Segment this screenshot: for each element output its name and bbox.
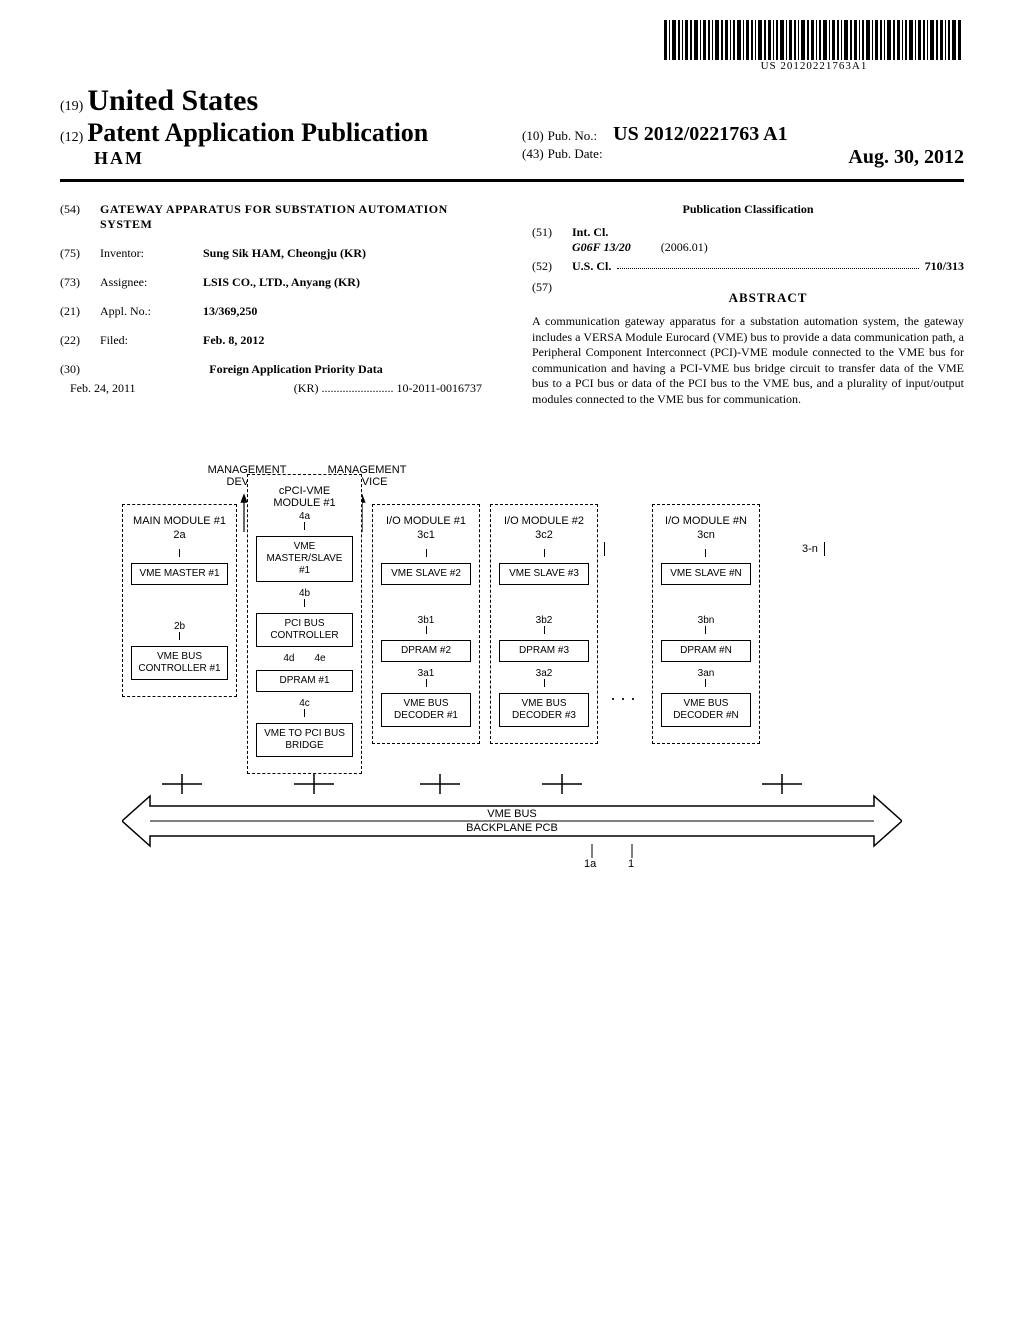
code-21: (21) xyxy=(60,304,100,319)
vme-decoder-n-box: VME BUS DECODER #N xyxy=(661,693,751,727)
right-column: Publication Classification (51) Int. Cl.… xyxy=(532,202,964,408)
main-module-sub: 2a xyxy=(131,529,228,541)
assignee-label: Assignee: xyxy=(100,275,200,290)
header: (19) United States (12) Patent Applicati… xyxy=(60,84,964,169)
backplane-pcb-label: BACKPLANE PCB xyxy=(122,821,902,835)
io-module-n-sub: 3cn xyxy=(661,529,751,541)
vme-bus-controller-box: VME BUS CONTROLLER #1 xyxy=(131,646,228,680)
io-module-n: I/O MODULE #N 3cn VME SLAVE #N 3bn DPRAM… xyxy=(652,504,760,744)
pubno-label: Pub. No.: xyxy=(548,128,597,143)
vme-slave-n-box: VME SLAVE #N xyxy=(661,563,751,585)
priority-heading: Foreign Application Priority Data xyxy=(100,362,492,377)
code-19: (19) xyxy=(60,99,83,114)
priority-country: (KR) xyxy=(294,381,319,395)
vme-slave-2-box: VME SLAVE #2 xyxy=(381,563,471,585)
ref-3a2: 3a2 xyxy=(499,668,589,679)
pubdate-label: Pub. Date: xyxy=(548,146,603,169)
cpci-vme-module: cPCI-VME MODULE #1 4a VME MASTER/SLAVE #… xyxy=(247,474,362,774)
publication-date: Aug. 30, 2012 xyxy=(848,146,964,169)
ref-4b: 4b xyxy=(256,588,353,599)
ref-2b: 2b xyxy=(131,621,228,632)
vme-decoder-1-box: VME BUS DECODER #1 xyxy=(381,693,471,727)
ref-4a: 4a xyxy=(256,511,353,522)
ref-3b2: 3b2 xyxy=(499,615,589,626)
io-module-n-title: I/O MODULE #N xyxy=(661,515,751,527)
figure-diagram: MANAGEMENT DEVICE MANAGEMENT DEVICE 2 4 … xyxy=(122,468,902,851)
main-module-title: MAIN MODULE #1 xyxy=(131,515,228,527)
inventor-label: Inventor: xyxy=(100,246,200,261)
code-54: (54) xyxy=(60,202,100,232)
code-57: (57) xyxy=(532,280,572,312)
code-10: (10) xyxy=(522,128,544,143)
classification-heading: Publication Classification xyxy=(532,202,964,217)
barcode-number: US 20120221763A1 xyxy=(664,60,964,72)
inventor-name: Sung Sik HAM, Cheongju (KR) xyxy=(203,246,366,260)
dpram-2-box: DPRAM #2 xyxy=(381,640,471,662)
abstract-heading: ABSTRACT xyxy=(572,290,964,306)
ref-3an: 3an xyxy=(661,668,751,679)
code-75: (75) xyxy=(60,246,100,261)
left-column: (54) GATEWAY APPARATUS FOR SUBSTATION AU… xyxy=(60,202,492,408)
intcl-label: Int. Cl. xyxy=(572,225,608,239)
ref-3b1: 3b1 xyxy=(381,615,471,626)
main-module: MAIN MODULE #1 2a VME MASTER #1 2b VME B… xyxy=(122,504,237,697)
cpci-module-title: cPCI-VME MODULE #1 xyxy=(256,485,353,509)
backplane: VME BUS BACKPLANE PCB 1a 1 xyxy=(122,794,902,851)
io-module-1-title: I/O MODULE #1 xyxy=(381,515,471,527)
ellipsis: ··· xyxy=(608,688,642,709)
ref-1a: 1a xyxy=(584,858,596,870)
dpram-3-box: DPRAM #3 xyxy=(499,640,589,662)
filed-date: Feb. 8, 2012 xyxy=(203,333,264,347)
invention-title: GATEWAY APPARATUS FOR SUBSTATION AUTOMAT… xyxy=(100,202,492,232)
io-module-2-title: I/O MODULE #2 xyxy=(499,515,589,527)
divider xyxy=(60,179,964,182)
publication-type: Patent Application Publication xyxy=(87,118,428,147)
io-module-1-sub: 3c1 xyxy=(381,529,471,541)
code-22: (22) xyxy=(60,333,100,348)
country: United States xyxy=(87,84,258,117)
ref-3-n: 3-n xyxy=(802,543,818,555)
code-12: (12) xyxy=(60,130,83,145)
code-30: (30) xyxy=(60,362,100,377)
vme-slave-3-box: VME SLAVE #3 xyxy=(499,563,589,585)
ref-4c: 4c xyxy=(256,698,353,709)
ref-3bn: 3bn xyxy=(661,615,751,626)
intcl-date: (2006.01) xyxy=(661,240,708,254)
vme-master-box: VME MASTER #1 xyxy=(131,563,228,585)
vme-pci-bridge-box: VME TO PCI BUS BRIDGE xyxy=(256,723,353,757)
ref-4d: 4d xyxy=(283,653,294,664)
vme-bus-label: VME BUS xyxy=(122,807,902,821)
publication-number: US 2012/0221763 A1 xyxy=(613,123,787,145)
module-bus-connectors xyxy=(122,774,902,794)
pci-bus-controller-box: PCI BUS CONTROLLER xyxy=(256,613,353,647)
barcode-area: US 20120221763A1 xyxy=(60,20,964,74)
ref-1: 1 xyxy=(628,858,634,870)
code-73: (73) xyxy=(60,275,100,290)
uscl-code: 710/313 xyxy=(925,259,964,274)
dpram-n-box: DPRAM #N xyxy=(661,640,751,662)
ref-4e: 4e xyxy=(315,653,326,664)
code-51: (51) xyxy=(532,225,572,255)
io-module-1: I/O MODULE #1 3c1 VME SLAVE #2 3b1 DPRAM… xyxy=(372,504,480,744)
intcl-code: G06F 13/20 xyxy=(572,240,631,254)
code-43: (43) xyxy=(522,146,544,169)
io-module-2-sub: 3c2 xyxy=(499,529,589,541)
code-52: (52) xyxy=(532,259,572,274)
priority-date: Feb. 24, 2011 xyxy=(70,381,136,396)
dpram-1-box: DPRAM #1 xyxy=(256,670,353,692)
ref-3a1: 3a1 xyxy=(381,668,471,679)
vme-decoder-3-box: VME BUS DECODER #3 xyxy=(499,693,589,727)
assignee-name: LSIS CO., LTD., Anyang (KR) xyxy=(203,275,360,289)
application-number: 13/369,250 xyxy=(203,304,257,318)
vme-master-slave-box: VME MASTER/SLAVE #1 xyxy=(256,536,353,582)
priority-number: 10-2011-0016737 xyxy=(396,381,482,395)
barcode: US 20120221763A1 xyxy=(664,20,964,72)
io-module-2: I/O MODULE #2 3c2 VME SLAVE #3 3b2 DPRAM… xyxy=(490,504,598,744)
uscl-label: U.S. Cl. xyxy=(572,259,611,274)
filed-label: Filed: xyxy=(100,333,200,348)
abstract-text: A communication gateway apparatus for a … xyxy=(532,314,964,408)
backplane-refs-leads xyxy=(122,844,902,868)
applno-label: Appl. No.: xyxy=(100,304,200,319)
author-lastname: HAM xyxy=(60,148,502,169)
